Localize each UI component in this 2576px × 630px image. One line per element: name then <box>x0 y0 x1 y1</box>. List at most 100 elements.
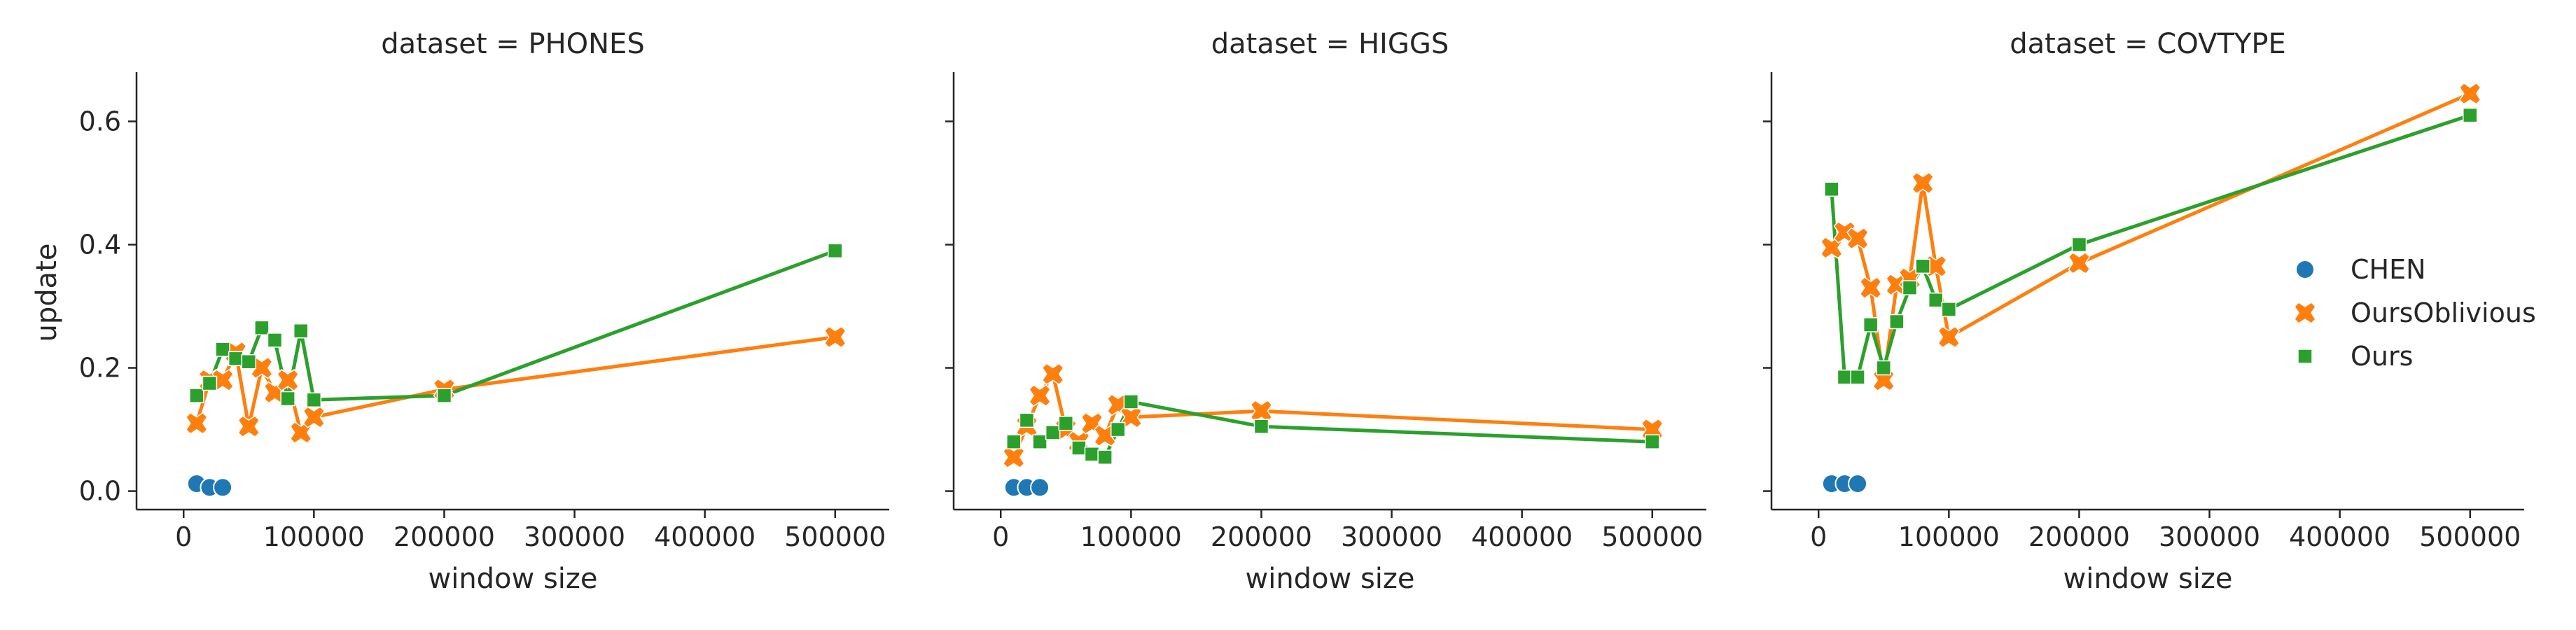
panel-phones: dataset = PHONES 0 100000 200000 300000 40000… <box>79 28 889 595</box>
data-point-ours <box>1123 394 1139 410</box>
x-tick-label: 400000 <box>1471 522 1573 552</box>
data-point-oursoblivious <box>1937 326 1961 349</box>
series-points-chen <box>1821 474 1868 494</box>
series-points-oursoblivious <box>1820 82 2481 392</box>
data-point-ours <box>1253 419 1269 434</box>
data-point-ours <box>1850 369 1865 385</box>
data-point-oursoblivious <box>302 405 326 428</box>
data-point-ours <box>436 388 452 403</box>
data-point-ours <box>1876 360 1892 376</box>
data-point-chen <box>1030 477 1050 498</box>
data-point-oursoblivious <box>185 412 208 435</box>
data-point-ours <box>1045 425 1061 440</box>
data-point-oursoblivious <box>1833 220 1856 244</box>
data-point-ours <box>1889 314 1905 330</box>
x-tick-label: 500000 <box>2419 522 2521 552</box>
legend-label-chen: CHEN <box>2351 254 2426 285</box>
data-point-oursoblivious <box>1002 446 1025 469</box>
data-point-ours <box>1019 412 1035 428</box>
legend-label-ours: Ours <box>2351 341 2413 372</box>
data-point-ours <box>1824 181 1839 197</box>
x-tick-label: 100000 <box>263 522 365 552</box>
data-point-oursoblivious <box>237 415 260 438</box>
data-point-oursoblivious <box>1041 363 1064 386</box>
series-points-ours <box>189 243 843 408</box>
x-tick-label: 400000 <box>654 522 756 552</box>
panel-covtype: dataset = COVTYPE 0 100000 200000 300000 4000… <box>1763 28 2524 595</box>
x-tick-label: 0 <box>1810 522 1827 552</box>
legend-entry-oursoblivious: OursOblivious <box>2294 298 2536 328</box>
data-point-ours <box>280 391 295 407</box>
data-point-oursoblivious <box>277 369 300 392</box>
legend-label-oursoblivious: OursOblivious <box>2351 298 2536 328</box>
panel-higgs: dataset = HIGGS 0 100000 200000 300000 400000… <box>945 28 1706 595</box>
data-point-ours <box>1084 447 1100 462</box>
data-point-ours <box>267 332 283 348</box>
legend: CHEN OursOblivious Ours <box>2294 254 2536 372</box>
x-axis-label: window size <box>1245 563 1414 595</box>
data-point-ours <box>1097 449 1113 465</box>
data-point-ours <box>189 388 204 403</box>
data-point-ours <box>828 243 843 259</box>
series-points-chen <box>1003 477 1050 498</box>
legend-marker-chen <box>2295 260 2315 279</box>
x-tick-label: 300000 <box>524 522 625 552</box>
legend-entry-ours: Ours <box>2297 341 2413 372</box>
data-point-ours <box>1863 317 1879 332</box>
data-point-oursoblivious <box>1859 276 1882 300</box>
data-point-oursoblivious <box>211 369 235 392</box>
data-point-ours <box>1941 302 1957 317</box>
series-points-ours <box>1824 107 2478 385</box>
data-point-oursoblivious <box>1250 400 1273 423</box>
panel-title: dataset = HIGGS <box>1211 28 1449 60</box>
y-axis-label: update <box>31 244 63 342</box>
data-point-ours <box>1110 421 1126 438</box>
y-tick-label: 0.6 <box>79 106 121 136</box>
data-point-oursoblivious <box>1820 236 1843 259</box>
data-point-ours <box>254 320 270 336</box>
data-point-ours <box>215 342 230 357</box>
x-tick-label: 200000 <box>1211 522 1312 552</box>
data-point-ours <box>1071 440 1087 456</box>
y-tick-label: 0.0 <box>79 476 121 507</box>
x-tick-label: 200000 <box>394 522 495 552</box>
x-tick-label: 500000 <box>784 522 886 552</box>
x-tick-label: 100000 <box>1898 522 2000 552</box>
data-point-ours <box>1006 434 1022 449</box>
data-point-ours <box>1928 292 1944 308</box>
x-tick-label: 500000 <box>1601 522 1703 552</box>
data-point-chen <box>213 477 233 498</box>
data-point-oursoblivious <box>1120 405 1143 428</box>
data-point-ours <box>1902 280 1918 295</box>
panel-title: dataset = PHONES <box>381 28 644 60</box>
y-tick-label: 0.4 <box>79 229 121 260</box>
x-tick-label: 0 <box>175 522 192 552</box>
legend-marker-ours <box>2297 349 2313 364</box>
x-tick-label: 300000 <box>1341 522 1442 552</box>
legend-marker-oursoblivious <box>2294 302 2316 324</box>
x-axis-label: window size <box>2063 563 2232 595</box>
x-tick-label: 0 <box>992 522 1009 552</box>
data-point-ours <box>241 354 257 370</box>
data-point-ours <box>202 375 218 391</box>
data-point-oursoblivious <box>2068 251 2091 274</box>
x-axis-label: window size <box>428 563 597 595</box>
legend-entry-chen: CHEN <box>2295 254 2426 285</box>
y-tick-label: 0.2 <box>79 353 121 384</box>
x-tick-label: 300000 <box>2159 522 2260 552</box>
data-point-oursoblivious <box>289 421 312 444</box>
data-point-ours <box>1837 369 1853 385</box>
data-point-oursoblivious <box>2458 82 2481 105</box>
data-point-oursoblivious <box>1912 172 1935 195</box>
series-points-ours <box>1006 394 1660 465</box>
data-point-oursoblivious <box>1846 227 1870 250</box>
data-point-oursoblivious <box>1029 384 1052 407</box>
data-point-ours <box>228 351 244 367</box>
x-tick-label: 400000 <box>2289 522 2390 552</box>
data-point-ours <box>2463 107 2478 123</box>
data-point-ours <box>1645 434 1660 449</box>
panel-title: dataset = COVTYPE <box>2010 28 2286 60</box>
data-point-ours <box>1058 416 1074 431</box>
